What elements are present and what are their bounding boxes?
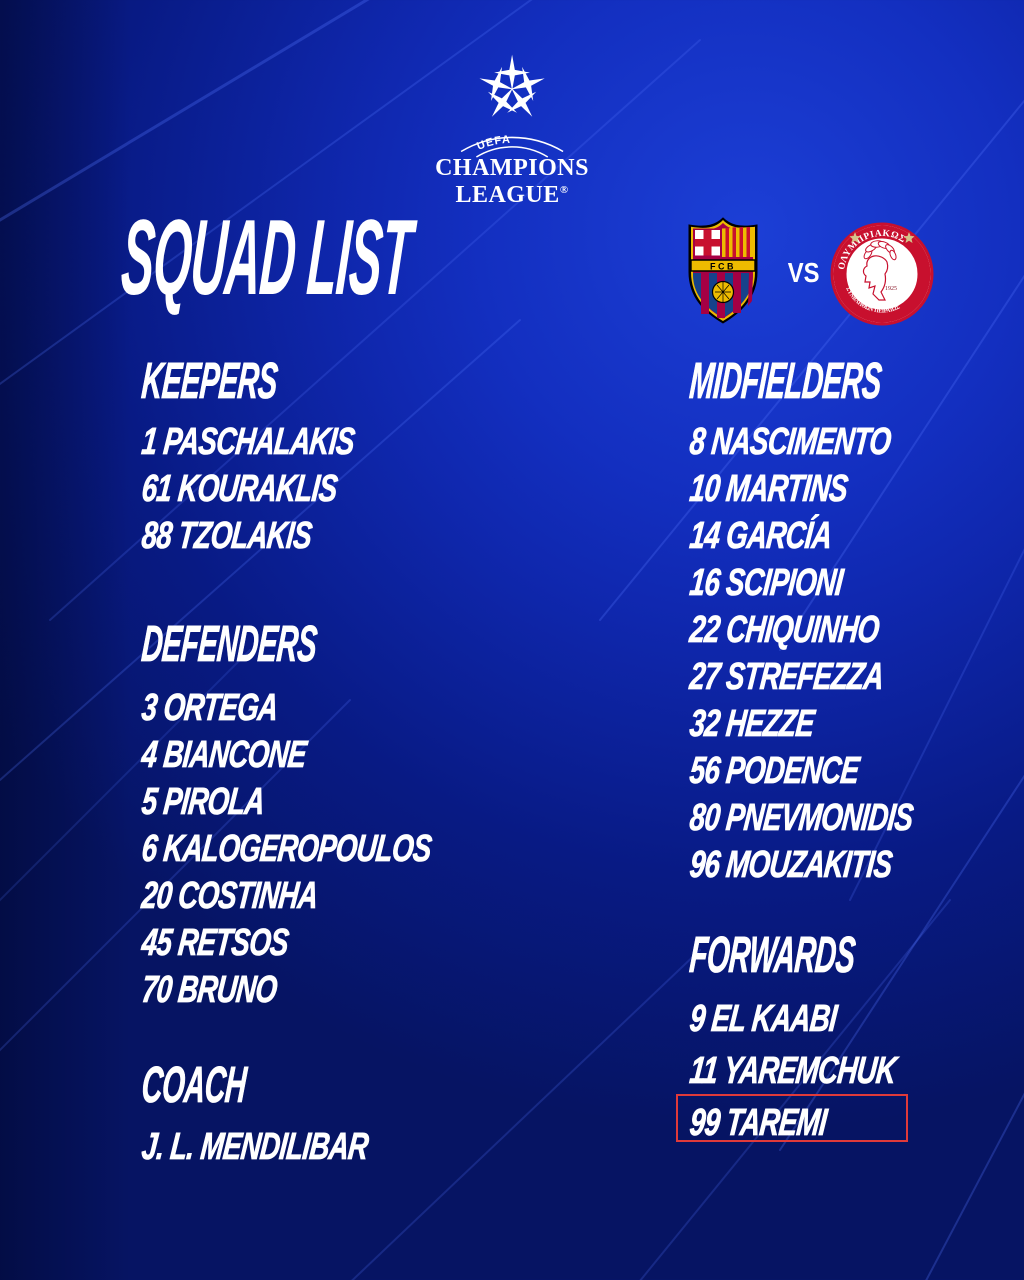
svg-text:1925: 1925 [885,286,897,292]
svg-text:FCB: FCB [710,261,736,271]
